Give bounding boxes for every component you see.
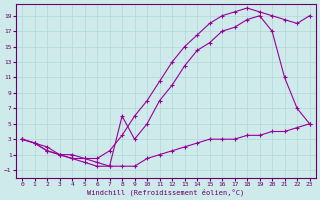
X-axis label: Windchill (Refroidissement éolien,°C): Windchill (Refroidissement éolien,°C) xyxy=(87,188,244,196)
